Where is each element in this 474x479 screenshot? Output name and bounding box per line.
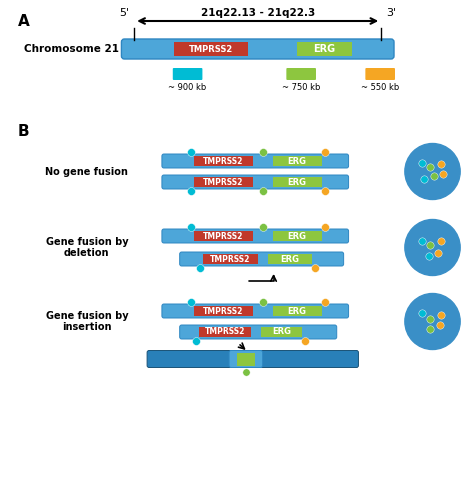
FancyBboxPatch shape (180, 325, 337, 339)
Point (321, 148, 328, 156)
Point (187, 223, 194, 231)
Bar (200, 327, 251, 337)
Text: A: A (18, 14, 29, 29)
FancyBboxPatch shape (162, 154, 348, 168)
Point (425, 251, 432, 259)
Point (418, 237, 426, 244)
Bar (297, 42, 352, 56)
Bar (273, 177, 322, 187)
FancyBboxPatch shape (365, 68, 395, 80)
Text: Gene fusion by
insertion: Gene fusion by insertion (46, 311, 128, 332)
Point (426, 163, 433, 171)
Point (193, 337, 201, 345)
Point (197, 264, 204, 272)
Text: ~ 900 kb: ~ 900 kb (168, 83, 207, 92)
FancyBboxPatch shape (147, 351, 358, 367)
Text: ERG: ERG (288, 307, 307, 316)
Text: TMPRSS2: TMPRSS2 (203, 157, 243, 166)
Point (187, 187, 194, 195)
Text: Chromosome 21: Chromosome 21 (25, 44, 119, 54)
Text: No gene fusion: No gene fusion (46, 167, 128, 176)
Bar (193, 306, 253, 316)
Point (259, 298, 266, 306)
Text: 3': 3' (386, 8, 396, 18)
Point (187, 148, 194, 156)
Text: 5': 5' (119, 8, 129, 18)
Text: ~ 550 kb: ~ 550 kb (361, 83, 399, 92)
Text: TMPRSS2: TMPRSS2 (203, 178, 243, 186)
Text: ERG: ERG (288, 178, 307, 186)
Bar (273, 156, 322, 166)
Text: TMPRSS2: TMPRSS2 (210, 254, 251, 263)
FancyBboxPatch shape (162, 175, 348, 189)
Point (426, 240, 433, 248)
Point (439, 170, 447, 177)
FancyBboxPatch shape (180, 252, 344, 266)
Circle shape (405, 144, 460, 199)
Point (259, 223, 266, 231)
Point (301, 337, 309, 345)
FancyBboxPatch shape (121, 39, 394, 59)
Point (426, 315, 433, 322)
Bar (268, 254, 312, 264)
Text: B: B (18, 124, 29, 139)
Text: ~ 750 kb: ~ 750 kb (282, 83, 320, 92)
Text: ERG: ERG (288, 231, 307, 240)
Circle shape (405, 219, 460, 275)
Text: TMPRSS2: TMPRSS2 (203, 231, 243, 240)
Text: Gene fusion by
deletion: Gene fusion by deletion (46, 237, 128, 258)
Point (311, 264, 319, 272)
Point (259, 187, 266, 195)
Point (426, 325, 433, 332)
Bar (273, 306, 322, 316)
Text: ERG: ERG (313, 44, 336, 54)
Circle shape (405, 294, 460, 350)
FancyBboxPatch shape (162, 304, 348, 318)
FancyBboxPatch shape (286, 68, 316, 80)
Point (259, 148, 266, 156)
Bar (261, 327, 302, 337)
Bar (203, 254, 258, 264)
Point (187, 298, 194, 306)
FancyBboxPatch shape (162, 229, 348, 243)
Text: TMPRSS2: TMPRSS2 (203, 307, 243, 316)
Text: ERG: ERG (280, 254, 299, 263)
Bar (193, 231, 253, 241)
Point (430, 171, 438, 179)
Text: TMPRSS2: TMPRSS2 (205, 328, 246, 337)
Bar (193, 156, 253, 166)
Point (435, 249, 442, 256)
Text: TMPRSS2: TMPRSS2 (189, 45, 233, 54)
Text: ERG: ERG (288, 157, 307, 166)
Bar (237, 353, 255, 365)
Bar (193, 177, 253, 187)
Point (321, 298, 328, 306)
Point (437, 320, 444, 328)
Point (242, 368, 250, 376)
FancyBboxPatch shape (173, 68, 202, 80)
Bar (174, 42, 248, 56)
Point (438, 311, 445, 319)
Bar (273, 231, 322, 241)
Point (418, 159, 426, 166)
Point (438, 237, 445, 244)
Point (321, 187, 328, 195)
Point (420, 175, 428, 182)
Point (418, 308, 426, 316)
Text: ERG: ERG (272, 328, 291, 337)
FancyBboxPatch shape (229, 351, 263, 367)
Text: 21q22.13 - 21q22.3: 21q22.13 - 21q22.3 (201, 8, 315, 18)
Point (321, 223, 328, 231)
Point (438, 160, 445, 167)
